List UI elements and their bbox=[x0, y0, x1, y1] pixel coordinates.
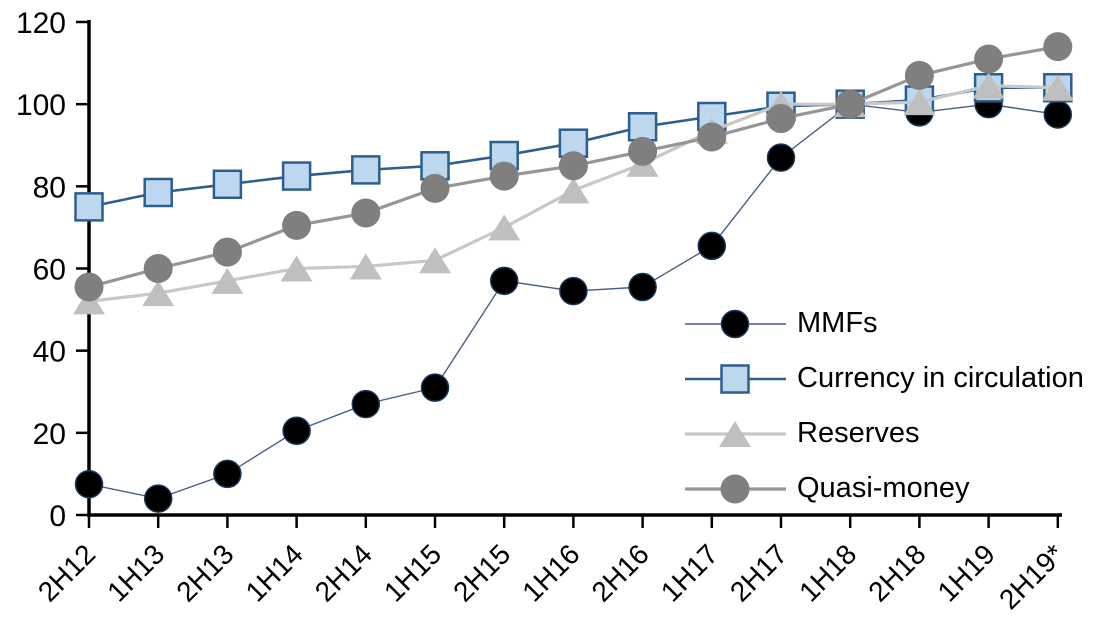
y-tick-label: 60 bbox=[33, 254, 66, 287]
currency-legend-marker-icon bbox=[685, 363, 786, 394]
reserves-marker bbox=[557, 177, 590, 204]
reserves-marker bbox=[280, 255, 313, 282]
quasi-money-marker bbox=[282, 210, 312, 240]
x-tick-label: 2H13 bbox=[170, 538, 239, 607]
x-tick-label: 2H18 bbox=[862, 538, 931, 607]
legend-item-reserves: Reserves bbox=[683, 406, 1084, 461]
x-tick-label: 1H17 bbox=[655, 538, 724, 607]
reserves-marker bbox=[488, 214, 521, 241]
mmfs-legend-marker-icon bbox=[685, 309, 786, 338]
quasi-money-marker bbox=[628, 136, 658, 166]
mmfs-marker bbox=[559, 276, 588, 306]
x-tick-label: 2H16 bbox=[586, 538, 655, 607]
currency-in-circulation-marker bbox=[74, 192, 104, 222]
legend-label-mmfs: MMFs bbox=[797, 307, 878, 339]
quasi-money-marker bbox=[766, 104, 796, 134]
reserves-marker bbox=[349, 253, 382, 280]
reserves-legend-marker-icon bbox=[685, 420, 786, 447]
currency-in-circulation-marker bbox=[627, 112, 658, 142]
mmfs-marker bbox=[1043, 100, 1073, 129]
legend-item-mmfs: MMFs bbox=[683, 296, 1084, 351]
x-tick-label: 2H12 bbox=[32, 538, 101, 607]
quasi-money-marker bbox=[143, 254, 173, 283]
quasi-money-marker bbox=[351, 198, 381, 228]
reserves-marker bbox=[419, 247, 451, 274]
currency-in-circulation-marker bbox=[212, 169, 243, 200]
mmfs-marker bbox=[489, 266, 519, 296]
quasi-money-marker bbox=[420, 173, 450, 203]
currency-in-circulation-marker bbox=[281, 161, 312, 191]
x-tick-label: 1H19 bbox=[932, 538, 1001, 607]
mmfs-marker bbox=[282, 416, 311, 446]
y-tick-label: 20 bbox=[33, 418, 66, 451]
series-quasi-money bbox=[74, 32, 1073, 302]
y-tick-label: 100 bbox=[16, 89, 66, 122]
chart-legend: MMFs Currency in circulation Reserves Qu… bbox=[683, 296, 1084, 516]
legend-item-currency-in-circulation: Currency in circulation bbox=[683, 351, 1084, 406]
quasi-money-marker bbox=[835, 89, 865, 119]
reserves-marker bbox=[972, 72, 1005, 99]
quasi-money-marker bbox=[212, 237, 242, 267]
x-tick-label: 2H19* bbox=[993, 538, 1070, 615]
y-tick-label: 0 bbox=[49, 500, 66, 533]
reserves-marker bbox=[211, 267, 244, 294]
quasi-money-marker bbox=[558, 151, 588, 181]
legend-label-reserves: Reserves bbox=[797, 417, 920, 449]
quasi-money-marker bbox=[489, 161, 519, 191]
mmfs-marker bbox=[766, 143, 796, 172]
reserves-marker bbox=[903, 89, 936, 116]
x-tick-label: 1H15 bbox=[378, 538, 447, 607]
mmfs-marker bbox=[697, 231, 727, 261]
mmfs-marker bbox=[74, 469, 104, 499]
quasi-money-legend-marker-icon bbox=[685, 474, 786, 503]
quasi-money-marker bbox=[697, 122, 727, 152]
x-tick-label: 2H15 bbox=[447, 538, 516, 607]
mmfs-marker bbox=[351, 389, 381, 419]
quasi-money-marker bbox=[974, 44, 1004, 74]
x-tick-label: 1H13 bbox=[101, 538, 170, 607]
legend-item-quasi-money: Quasi-money bbox=[683, 461, 1084, 516]
y-tick-label: 80 bbox=[33, 171, 66, 204]
y-tick-label: 120 bbox=[16, 7, 66, 40]
x-tick-label: 2H14 bbox=[309, 538, 378, 607]
legend-label-currency-in-circulation: Currency in circulation bbox=[797, 362, 1084, 394]
reserves-marker bbox=[1041, 74, 1074, 101]
quasi-money-marker bbox=[1043, 32, 1073, 62]
currency-in-circulation-marker bbox=[351, 155, 381, 185]
quasi-money-marker bbox=[74, 272, 104, 302]
quasi-money-marker bbox=[904, 60, 934, 90]
legend-label-quasi-money: Quasi-money bbox=[797, 472, 970, 504]
mmfs-marker bbox=[213, 459, 242, 489]
currency-in-circulation-marker bbox=[143, 177, 173, 208]
x-tick-label: 1H14 bbox=[240, 538, 309, 607]
x-tick-label: 1H18 bbox=[793, 538, 862, 607]
x-tick-label: 2H17 bbox=[724, 538, 793, 607]
x-tick-label: 1H16 bbox=[516, 538, 585, 607]
mmfs-marker bbox=[143, 484, 173, 513]
mmfs-marker bbox=[420, 373, 450, 402]
reserves-marker bbox=[142, 280, 175, 307]
mmfs-marker bbox=[628, 272, 657, 302]
currency-in-circulation-marker bbox=[489, 140, 519, 171]
y-tick-label: 40 bbox=[33, 336, 66, 369]
